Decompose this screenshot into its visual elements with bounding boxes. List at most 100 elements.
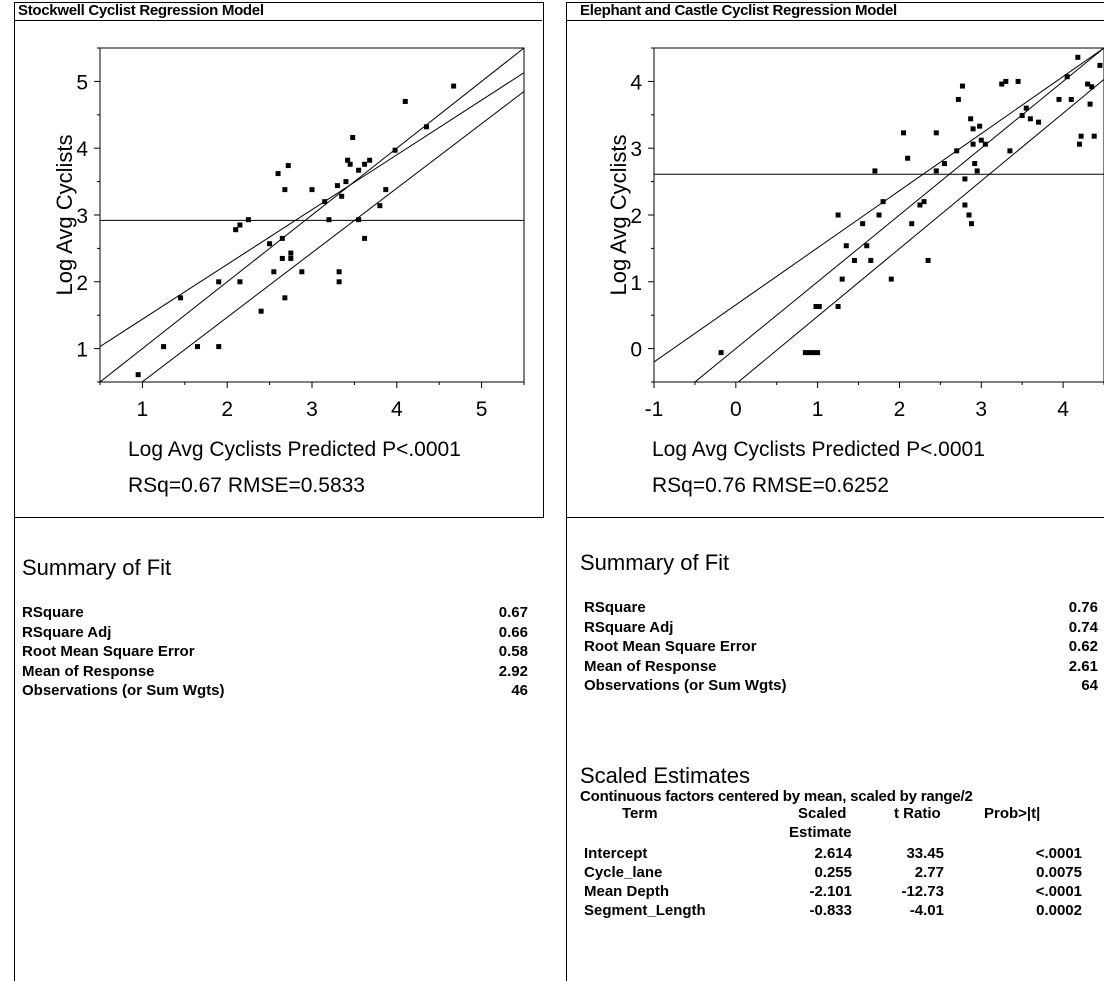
table-row: RSquare 0.67: [22, 604, 528, 621]
y-tick-label: 4: [630, 71, 642, 94]
data-point: [843, 243, 849, 249]
data-point: [237, 279, 243, 285]
fit-stats-label: RSq=0.76 RMSE=0.6252: [652, 474, 889, 497]
column-header-term: Term: [622, 805, 658, 822]
data-point: [1019, 112, 1025, 118]
data-point: [977, 123, 983, 129]
data-point: [933, 168, 939, 174]
data-point: [925, 257, 931, 263]
data-point: [237, 222, 243, 228]
data-point: [802, 350, 808, 356]
row-prob: <.0001: [1035, 845, 1082, 862]
data-point: [288, 250, 294, 256]
data-point: [1056, 96, 1062, 102]
confidence-lower-line: [737, 79, 1104, 382]
y-tick-label: 0: [630, 339, 642, 362]
data-point: [868, 257, 874, 263]
data-point: [835, 212, 841, 218]
data-point: [367, 157, 373, 163]
y-tick-label: 3: [630, 138, 642, 161]
data-point: [860, 221, 866, 227]
data-point: [1097, 62, 1103, 68]
data-point: [279, 235, 285, 241]
row-tratio: 2.77: [914, 864, 944, 881]
data-point: [362, 161, 368, 167]
data-point: [968, 116, 974, 122]
row-prob: 0.0002: [1036, 902, 1082, 919]
y-tick-label: 4: [76, 138, 88, 161]
table-row: Mean of Response 2.61: [584, 657, 1098, 675]
row-estimate: 0.255: [814, 864, 852, 881]
row-tratio: -12.73: [901, 883, 944, 900]
data-point: [336, 279, 342, 285]
x-tick-label: 4: [1057, 398, 1069, 421]
data-point: [1015, 78, 1021, 84]
table-row: Root Mean Square Error 0.62: [584, 638, 1098, 655]
x-tick-label: 1: [812, 398, 824, 421]
data-point: [1091, 133, 1097, 139]
data-point: [718, 350, 724, 356]
data-point: [978, 137, 984, 143]
data-point: [1003, 78, 1009, 84]
data-point: [326, 217, 332, 223]
data-point: [339, 193, 345, 199]
data-point: [864, 243, 870, 249]
data-point: [347, 161, 353, 167]
data-point: [322, 199, 328, 205]
data-point: [309, 187, 315, 193]
data-point: [392, 147, 398, 153]
elephant-castle-frame: [566, 2, 1104, 518]
data-point: [334, 183, 340, 189]
data-point: [178, 295, 184, 301]
data-point: [258, 308, 264, 314]
scaled-estimates-title: Scaled Estimates: [580, 763, 750, 788]
stockwell-panel: Stockwell Cyclist Regression Model 1 2 3 4 5…: [14, 2, 544, 981]
data-point: [282, 187, 288, 193]
data-point: [941, 161, 947, 167]
stockwell-frame: [14, 2, 544, 518]
data-point: [968, 221, 974, 227]
x-tick-label: -1: [645, 398, 664, 421]
data-point: [972, 161, 978, 167]
data-point: [974, 168, 980, 174]
data-point: [216, 344, 222, 350]
data-point: [271, 269, 277, 275]
row-prob: 0.0075: [1036, 864, 1082, 881]
table-row: Root Mean Square Error 0.58: [22, 643, 528, 660]
data-point: [1036, 119, 1042, 125]
data-point: [356, 217, 362, 223]
column-header-scaled: Scaled: [798, 805, 847, 822]
data-point: [345, 157, 351, 163]
table-row: Mean of Response 2.92: [22, 662, 528, 680]
data-point: [921, 199, 927, 205]
data-point: [267, 241, 273, 247]
row-tratio: 33.45: [906, 845, 944, 862]
elephant-castle-panel: Elephant and Castle Cyclist Regression M…: [566, 0, 1104, 981]
data-point: [356, 167, 362, 173]
data-point: [811, 350, 817, 356]
data-point: [970, 141, 976, 147]
data-point: [955, 96, 961, 102]
data-point: [970, 126, 976, 132]
x-tick-label: 2: [221, 398, 233, 421]
x-tick-label: 3: [975, 398, 987, 421]
panel-left-border: [566, 516, 567, 981]
data-point: [1089, 84, 1095, 90]
summary-of-fit-title: Summary of Fit: [22, 555, 172, 580]
fit-line: [100, 48, 524, 382]
data-point: [888, 276, 894, 282]
column-header-tratio: t Ratio: [894, 805, 941, 822]
summary-of-fit-title: Summary of Fit: [580, 550, 730, 575]
title-rule: [14, 20, 542, 21]
row-term: Intercept: [584, 845, 648, 862]
data-point: [299, 269, 305, 275]
y-tick-label: 2: [630, 205, 642, 228]
stockwell-scatter-plot: 1 2 3 4 5 1 2 3 4 5 Log Avg Cyclists Log Avg Cyclis…: [52, 47, 525, 497]
elephant-castle-title: Elephant and Castle Cyclist Regression M…: [580, 2, 897, 19]
data-point: [901, 130, 907, 136]
data-point: [806, 350, 812, 356]
fit-line: [694, 48, 1104, 382]
data-point: [233, 227, 239, 233]
data-point: [815, 350, 821, 356]
y-tick-label: 1: [76, 339, 88, 362]
